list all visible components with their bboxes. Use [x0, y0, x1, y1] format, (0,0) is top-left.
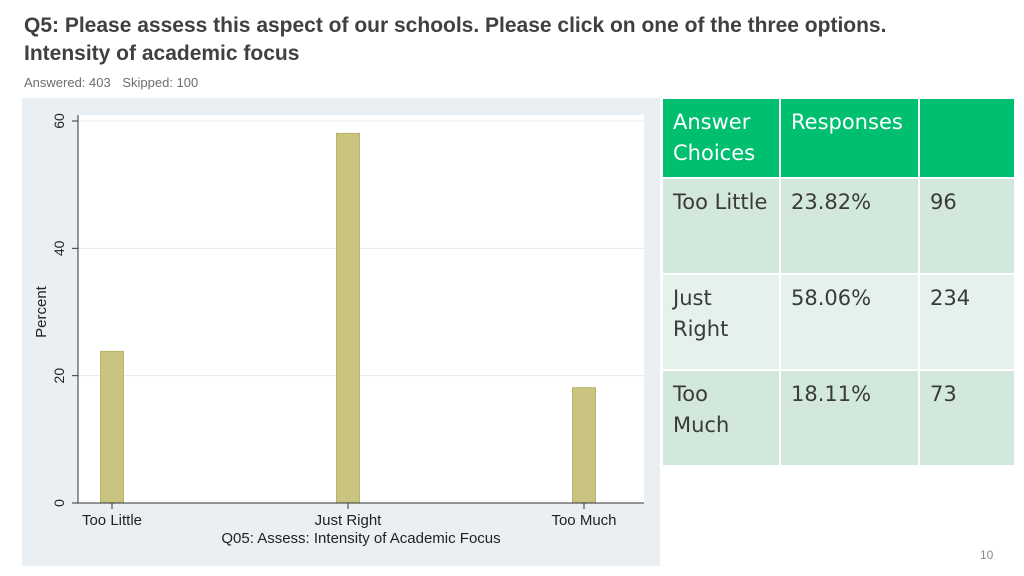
table-row: Too Much 18.11% 73 — [661, 369, 1016, 467]
header-blank — [918, 97, 1016, 179]
question-title-line-1: Q5: Please assess this aspect of our sch… — [24, 14, 887, 37]
bar-too-much — [572, 387, 596, 504]
bar-too-little — [100, 350, 124, 504]
choice-cell: Too Much — [661, 369, 781, 467]
bar-just-right — [336, 132, 360, 504]
skipped-count: Skipped: 100 — [122, 75, 199, 90]
table-row: Just Right 58.06% 234 — [661, 273, 1016, 371]
plot-area — [78, 115, 644, 503]
percent-cell: 58.06% — [779, 273, 920, 371]
question-title-line-2: Intensity of academic focus — [24, 42, 300, 65]
x-tick-label: Too Much — [551, 512, 616, 529]
count-cell: 96 — [918, 177, 1016, 275]
count-cell: 234 — [918, 273, 1016, 371]
x-tick-label: Just Right — [315, 512, 383, 529]
y-axis-title: Percent — [33, 285, 50, 338]
header-responses: Responses — [779, 97, 920, 179]
page-number: 10 — [980, 548, 994, 562]
choice-cell: Just Right — [661, 273, 781, 371]
answered-count: Answered: 403 — [24, 75, 111, 90]
choice-cell: Too Little — [661, 177, 781, 275]
bar-chart: 0 20 40 60 Too Little Just Right Too Much Q05: … — [33, 113, 644, 547]
table-header-row: Answer Choices Responses — [661, 97, 1016, 179]
header-answer-choices: Answer Choices — [661, 97, 781, 179]
responses-table: Answer Choices Responses Too Little 23.8… — [661, 97, 1016, 467]
table-row: Too Little 23.82% 96 — [661, 177, 1016, 275]
y-tick-label: 40 — [51, 240, 67, 256]
chart-panel: 0 20 40 60 Too Little Just Right Too Much Q05: … — [22, 98, 660, 566]
bars — [100, 132, 596, 504]
grid-lines — [78, 115, 644, 503]
percent-cell: 23.82% — [779, 177, 920, 275]
x-axis-title: Q05: Assess: Intensity of Academic Focus — [221, 530, 500, 547]
x-tick-label: Too Little — [82, 512, 142, 529]
count-cell: 73 — [918, 369, 1016, 467]
question-title: Q5: Please assess this aspect of our sch… — [24, 12, 984, 68]
axes — [72, 115, 644, 509]
y-tick-label: 20 — [51, 368, 67, 384]
axis-labels: 0 20 40 60 Too Little Just Right Too Much Q05: … — [33, 113, 617, 547]
response-stats: Answered: 403 Skipped: 100 — [24, 75, 206, 90]
y-tick-label: 60 — [51, 113, 67, 129]
percent-cell: 18.11% — [779, 369, 920, 467]
y-tick-label: 0 — [51, 499, 67, 507]
